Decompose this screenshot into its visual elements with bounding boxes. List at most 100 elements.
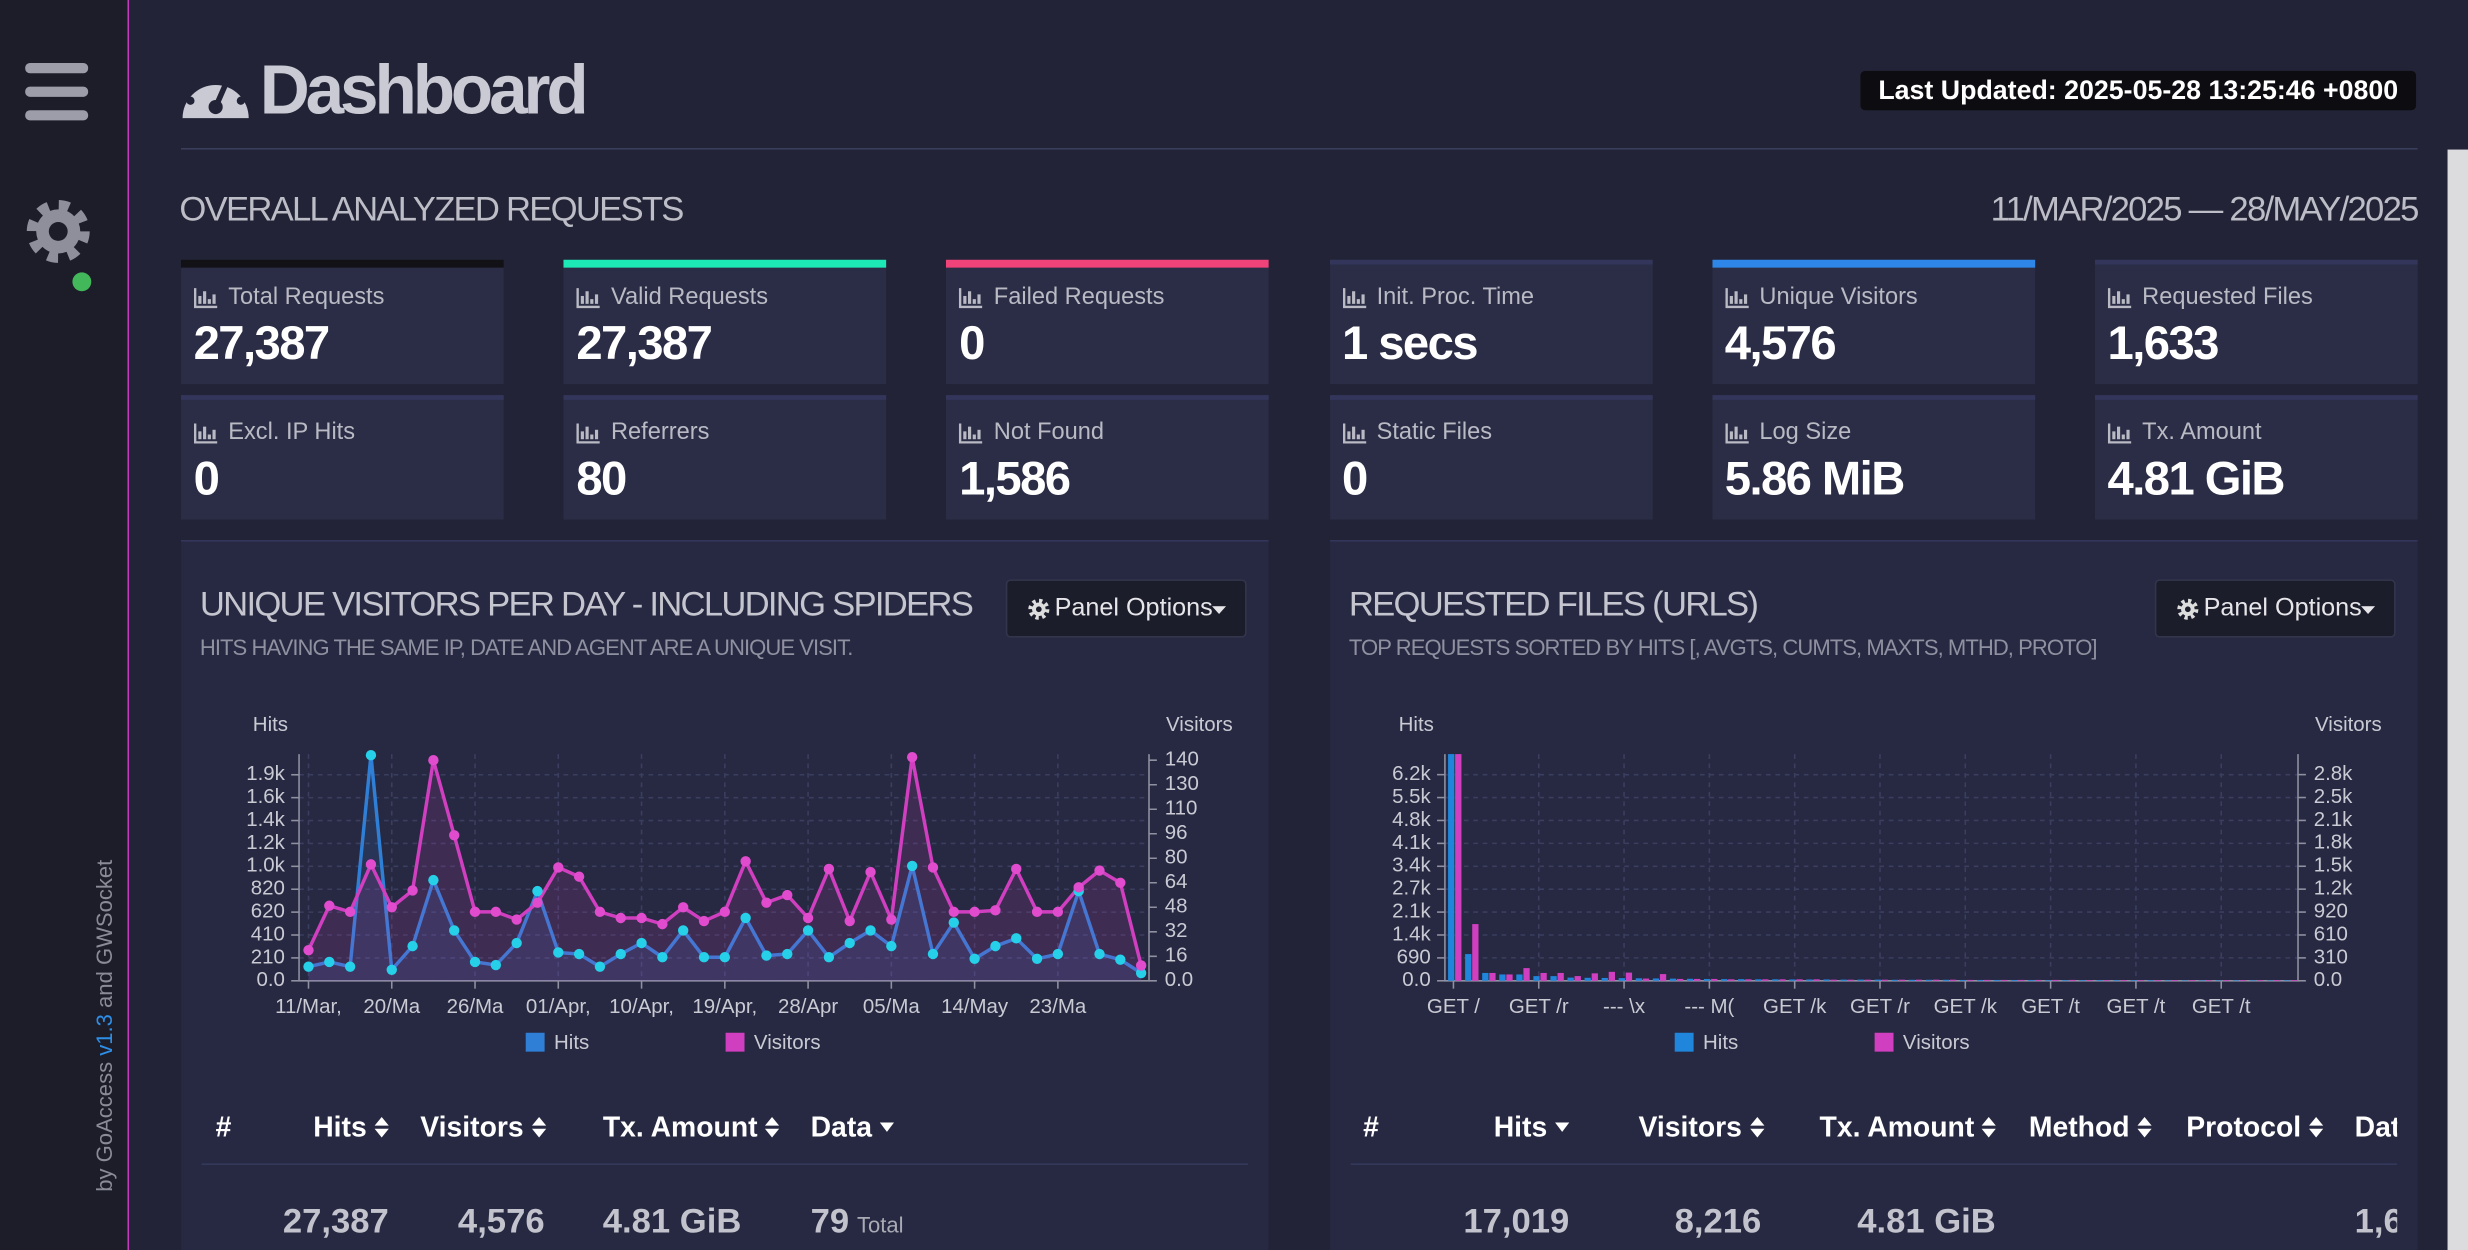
sort-arrows (2137, 1116, 2152, 1138)
stats-icon-bar (581, 431, 585, 440)
point (1031, 906, 1043, 918)
point (1094, 865, 1105, 876)
bar (1669, 978, 1677, 981)
stat-card: Static Files 0 (1329, 395, 1653, 520)
sort-arrows (2309, 1116, 2324, 1138)
credit-app[interactable]: GoAccess (91, 1061, 117, 1163)
y-axis-label: Hits (1399, 713, 1434, 736)
point (761, 897, 772, 908)
bar (1864, 979, 1871, 981)
panel-options-button[interactable]: Panel Options (2154, 579, 2396, 638)
bar (2222, 980, 2230, 981)
y2-tick-label: 80 (1165, 846, 1188, 869)
scrollbar[interactable] (2447, 149, 2468, 1250)
bar (1976, 979, 1984, 981)
bar (1891, 979, 1898, 981)
point (615, 948, 626, 960)
bar (1591, 973, 1598, 981)
stats-icon-shape (576, 423, 600, 444)
stat-label: Static Files (1376, 418, 1493, 446)
bar (1728, 979, 1735, 981)
column-header[interactable]: Hits (313, 1110, 390, 1145)
point (469, 956, 481, 968)
y-tick-label: 2.7k (1392, 877, 1431, 900)
stat-card: Requested Files 1,633 (2094, 259, 2418, 385)
menu-icon[interactable] (22, 60, 94, 123)
column-label: Protocol (2186, 1111, 2302, 1143)
stats-icon (576, 423, 600, 444)
bar (1915, 979, 1923, 981)
stat-value: 80 (576, 453, 627, 506)
stats-icon-bar (978, 429, 982, 440)
point (719, 906, 731, 918)
y2-tick-label: 920 (2314, 899, 2348, 922)
stat-value: 1,633 (2107, 318, 2220, 370)
bar (2171, 980, 2179, 981)
y2-tick-label: 0.0 (2314, 968, 2342, 991)
bar (1618, 978, 1625, 981)
stats-icon-bar (212, 294, 216, 304)
bar (2205, 980, 2213, 981)
column-header[interactable]: Method (2029, 1110, 2153, 1145)
column-header[interactable]: Protocol (2186, 1110, 2325, 1145)
point (573, 948, 585, 960)
column-header[interactable]: Hits (1494, 1110, 1571, 1145)
bar (2062, 980, 2069, 981)
point (532, 885, 543, 897)
settings-icon[interactable] (22, 195, 101, 293)
x-tick-label: GET /k (1763, 995, 1827, 1018)
stats-icon-shape (2107, 288, 2132, 309)
x-tick-label: --- \x (1603, 995, 1645, 1018)
stats-icon-bar (1729, 295, 1733, 304)
sort-icon (1749, 1116, 1764, 1138)
x-tick-label: 19/Apr, (692, 995, 757, 1018)
sort-icon (374, 1116, 389, 1138)
point (1052, 906, 1064, 918)
stats-icon (1725, 423, 1749, 444)
sort-icon (879, 1122, 895, 1132)
bar (1738, 979, 1745, 981)
credit-lib[interactable]: GWSocket (91, 859, 117, 966)
total-cell: 4.81 GiB (602, 1201, 742, 1241)
stats-icon-bar (595, 294, 599, 304)
bar (1608, 971, 1615, 981)
bar (1813, 979, 1820, 981)
bar (2188, 980, 2196, 981)
chart: 0.06901.4k2.1k2.7k3.4k4.1k4.8k5.5k6.2k0.… (1392, 713, 2382, 1054)
column-label: # (1363, 1111, 1379, 1143)
credit-version: v1.3 (91, 1014, 117, 1056)
x-tick-label: GET /t (2021, 995, 2080, 1018)
panel-options-button[interactable]: Panel Options (1005, 579, 1247, 638)
bar (2130, 980, 2137, 981)
stats-icon-bar (581, 295, 585, 304)
column-header[interactable]: Tx. Amount (1820, 1110, 1998, 1145)
column-header[interactable]: Data (811, 1110, 896, 1145)
bar (2274, 980, 2281, 981)
bar (2103, 980, 2110, 981)
point (906, 860, 918, 872)
column-header[interactable]: Visitors (420, 1110, 547, 1145)
bar (2086, 980, 2093, 981)
y-tick-label: 1.4k (246, 808, 285, 831)
stats-icon-bar (203, 291, 207, 304)
y-tick-label: 1.6k (246, 785, 285, 808)
column-header[interactable]: Data (2355, 1110, 2397, 1145)
y2-tick-label: 64 (1165, 870, 1188, 893)
stats-icon-bar (978, 294, 982, 304)
point (802, 925, 814, 936)
point (865, 925, 876, 936)
bar (1772, 979, 1779, 981)
stats-icon-bar (1734, 291, 1738, 304)
column-header[interactable]: Tx. Amount (603, 1110, 781, 1145)
bar (1762, 979, 1769, 981)
y-tick-label: 690 (1397, 945, 1431, 968)
stat-card: Unique Visitors 4,576 (1712, 259, 2035, 385)
total-cell: 27,387 (282, 1201, 389, 1241)
column-header[interactable]: Visitors (1639, 1110, 1766, 1145)
stats-icon-bar (1738, 434, 1743, 440)
x-tick-label: GET /r (1509, 995, 1569, 1018)
bar (1642, 978, 1650, 981)
legend-label: Hits (554, 1031, 589, 1054)
stats-icon-shape (1725, 423, 1749, 444)
